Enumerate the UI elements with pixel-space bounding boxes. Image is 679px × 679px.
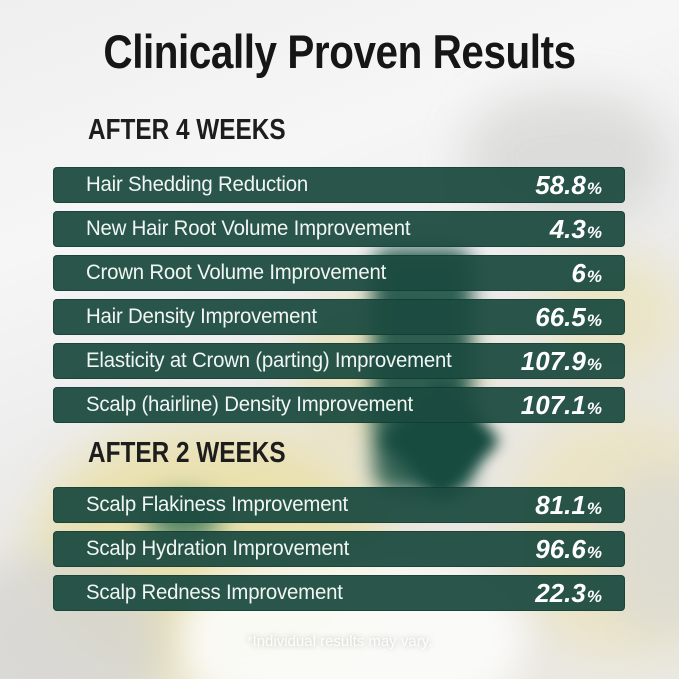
result-value-number: 6 (571, 257, 586, 288)
percent-sign: % (586, 354, 602, 374)
result-value-number: 58.8 (535, 169, 586, 200)
result-value-number: 107.9 (520, 345, 586, 376)
result-value-number: 96.6 (535, 533, 586, 564)
result-value: 22.3% (535, 578, 602, 609)
results-list-after-2-weeks: Scalp Flakiness Improvement 81.1% Scalp … (53, 487, 625, 611)
result-value: 4.3% (550, 214, 602, 245)
result-row: Scalp Redness Improvement 22.3% (53, 575, 625, 611)
result-label: Scalp (hairline) Density Improvement (86, 393, 413, 416)
result-value: 6% (571, 258, 602, 289)
result-row: Scalp (hairline) Density Improvement 107… (53, 387, 625, 423)
result-label: Crown Root Volume Improvement (86, 261, 387, 284)
result-row: Hair Density Improvement 66.5% (53, 299, 625, 335)
result-value: 107.9% (521, 346, 602, 377)
title-wrap: Clinically Proven Results (0, 24, 679, 79)
result-value: 66.5% (535, 302, 602, 333)
result-value-number: 66.5 (535, 301, 586, 332)
result-row: Crown Root Volume Improvement 6% (53, 255, 625, 291)
result-label: Hair Shedding Reduction (86, 173, 309, 196)
result-value-number: 107.1 (520, 389, 586, 420)
results-list-after-4-weeks: Hair Shedding Reduction 58.8% New Hair R… (53, 167, 625, 423)
result-row: Scalp Hydration Improvement 96.6% (53, 531, 625, 567)
result-label: Hair Density Improvement (86, 305, 317, 328)
result-label: Scalp Flakiness Improvement (86, 493, 348, 516)
result-value-number: 81.1 (535, 489, 586, 520)
section-heading-after-2-weeks: AFTER 2 WEEKS (88, 437, 286, 469)
result-value-number: 4.3 (549, 213, 586, 244)
result-row: Elasticity at Crown (parting) Improvemen… (53, 343, 625, 379)
result-value: 81.1% (535, 490, 602, 521)
percent-sign: % (586, 498, 602, 518)
result-value: 107.1% (521, 390, 602, 421)
percent-sign: % (586, 266, 602, 286)
result-label: Elasticity at Crown (parting) Improvemen… (86, 349, 452, 372)
percent-sign: % (586, 542, 602, 562)
result-label: Scalp Redness Improvement (86, 581, 343, 604)
result-label: New Hair Root Volume Improvement (86, 217, 411, 240)
section-heading-after-4-weeks: AFTER 4 WEEKS (88, 114, 286, 146)
percent-sign: % (586, 586, 602, 606)
page-title: Clinically Proven Results (103, 25, 576, 78)
percent-sign: % (586, 222, 602, 242)
footnote-disclaimer: *Individual results may vary. (246, 633, 433, 650)
result-value-number: 22.3 (535, 577, 586, 608)
result-value: 58.8% (535, 170, 602, 201)
percent-sign: % (586, 398, 602, 418)
result-row: Hair Shedding Reduction 58.8% (53, 167, 625, 203)
result-value: 96.6% (535, 534, 602, 565)
result-row: New Hair Root Volume Improvement 4.3% (53, 211, 625, 247)
percent-sign: % (586, 178, 602, 198)
result-label: Scalp Hydration Improvement (86, 537, 350, 560)
result-row: Scalp Flakiness Improvement 81.1% (53, 487, 625, 523)
percent-sign: % (586, 310, 602, 330)
